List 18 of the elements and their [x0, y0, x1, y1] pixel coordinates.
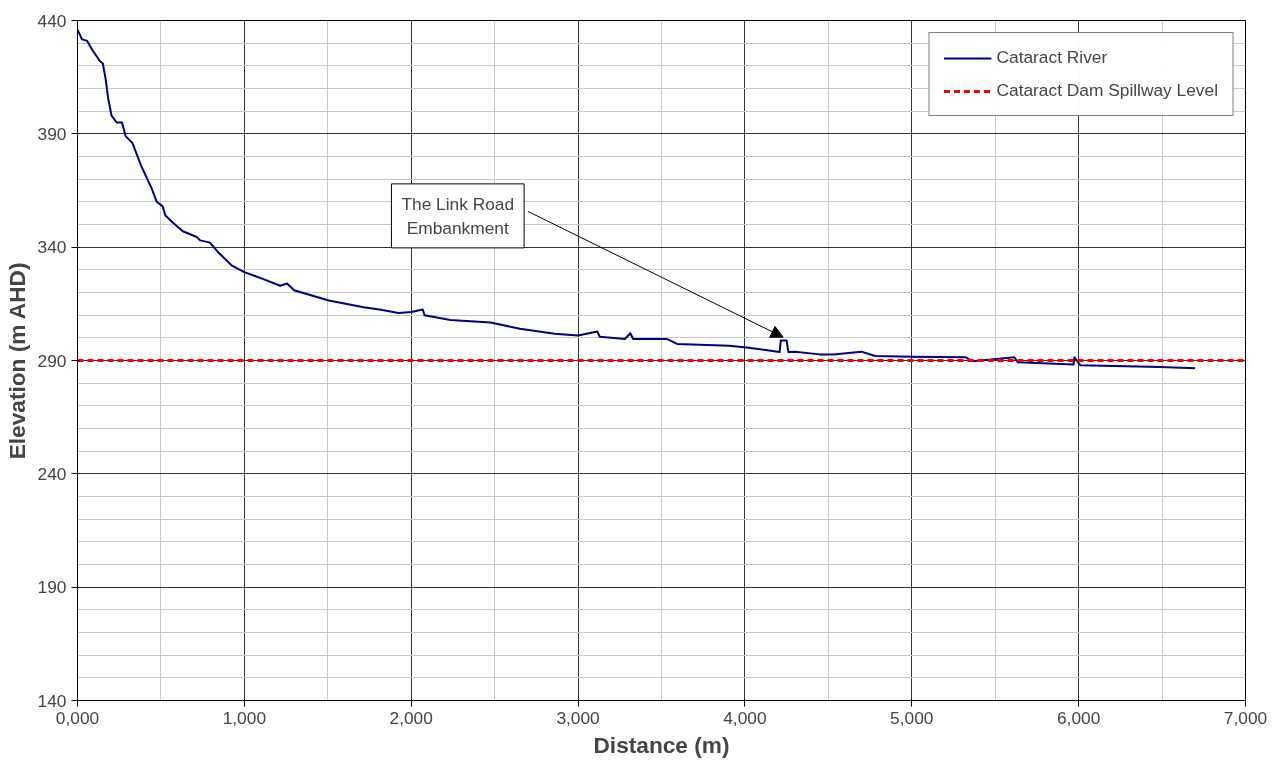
x-tick-label: 1,000: [222, 707, 267, 728]
x-axis-title: Distance (m): [593, 731, 730, 758]
legend-label: Cataract River: [996, 47, 1108, 68]
annotation: The Link Road Embankment: [401, 193, 515, 238]
y-axis-title: Elevation (m AHD): [3, 262, 30, 460]
y-tick-label: 240: [37, 463, 67, 484]
x-tick-label: 5,000: [890, 707, 934, 728]
y-tick-label: 340: [37, 237, 67, 258]
x-tick-label: 7,000: [1223, 707, 1268, 728]
y-tick-label: 190: [37, 577, 67, 598]
x-tick-label: 6,000: [1056, 707, 1101, 728]
legend-label: Cataract Dam Spillway Level: [996, 80, 1218, 101]
x-tick-label: 3,000: [556, 707, 600, 728]
y-tick-label: 290: [37, 350, 67, 371]
x-tick-label: 2,000: [389, 707, 433, 728]
y-tick-label: 390: [37, 123, 67, 144]
y-tick-label: 440: [37, 10, 67, 31]
x-tick-label: 4,000: [723, 707, 767, 728]
